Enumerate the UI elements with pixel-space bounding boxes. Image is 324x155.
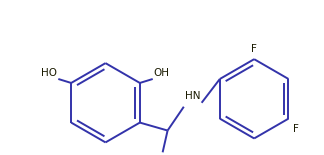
Text: F: F <box>294 124 299 134</box>
Text: F: F <box>251 44 257 54</box>
Text: HN: HN <box>185 91 201 101</box>
Text: OH: OH <box>154 68 170 78</box>
Text: HO: HO <box>41 68 57 78</box>
